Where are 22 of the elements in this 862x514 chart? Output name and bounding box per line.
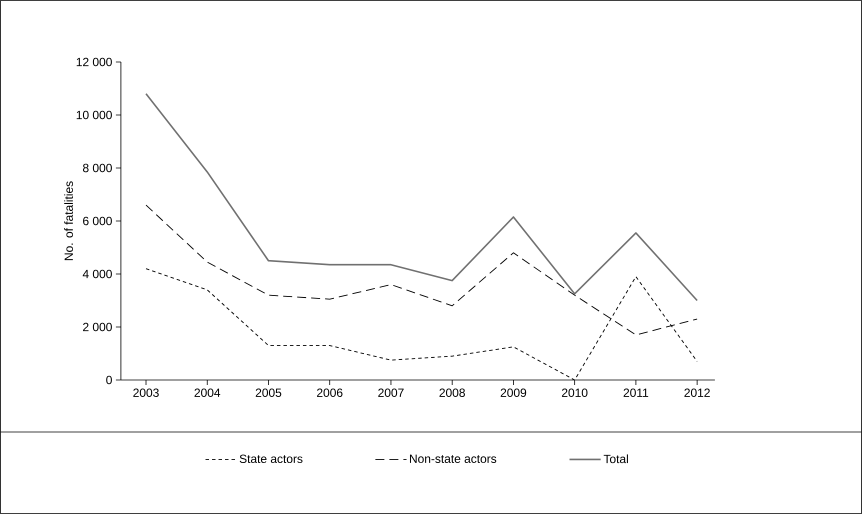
legend-label: Non-state actors (410, 454, 496, 463)
legend-label: State actors (240, 454, 302, 464)
x-tick-label: 2011 (624, 388, 648, 397)
y-axis-title: No. of fatalities (64, 181, 73, 260)
x-tick-label: 2005 (256, 388, 282, 397)
x-tick-label: 2004 (194, 388, 220, 397)
x-tick-label: 2008 (439, 388, 465, 397)
x-tick-label: 2007 (378, 388, 404, 397)
line-series (145, 92, 698, 302)
x-tick-label: 2006 (317, 388, 342, 397)
y-tick-label: 0 (106, 376, 112, 384)
y-tick-label: 6 000 (83, 216, 112, 226)
y-tick-label: 2 000 (83, 322, 112, 332)
y-tick-label: 4 000 (82, 270, 112, 278)
x-tick-label: 2012 (684, 388, 710, 397)
x-tick-label: 2003 (133, 388, 159, 397)
y-tick-label: 8 000 (82, 164, 112, 172)
y-tick-label: 10 000 (76, 110, 112, 120)
y-tick-label: 12 000 (76, 58, 112, 66)
legend-label: Total (604, 454, 628, 464)
x-tick-label: 2010 (562, 388, 588, 397)
x-tick-label: 2009 (500, 388, 526, 397)
